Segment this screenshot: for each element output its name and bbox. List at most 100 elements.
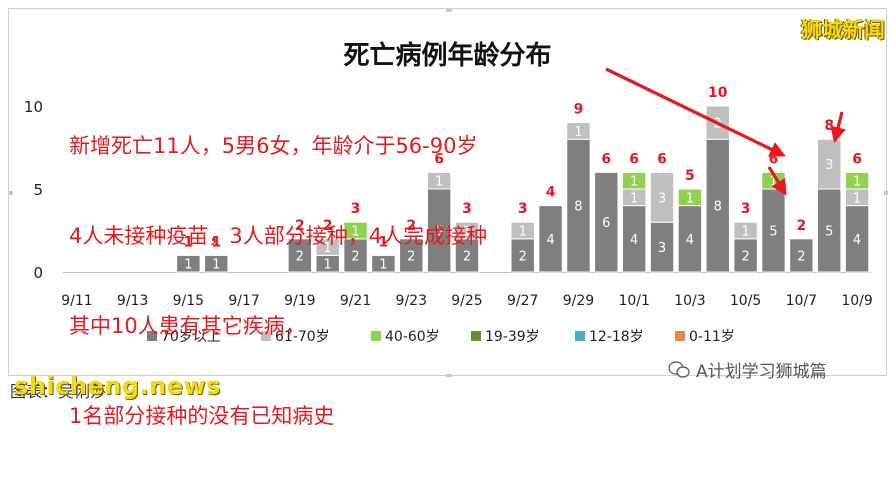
- legend-label: 61-70岁: [275, 329, 330, 345]
- total-value-label: 4: [546, 185, 556, 201]
- segment-value-label: 1: [519, 225, 527, 240]
- total-value-label: 3: [518, 201, 528, 217]
- total-value-label: 2: [796, 218, 806, 234]
- arrow-annotation: [767, 166, 787, 196]
- legend-label: 19-39岁: [485, 329, 540, 345]
- bar-segment: [454, 221, 480, 240]
- watermark-bottom: shicheng.news: [14, 372, 221, 400]
- x-tick-label: 10/9: [841, 293, 872, 309]
- x-tick-label: 10/5: [730, 293, 761, 309]
- bar-segment: [594, 171, 619, 273]
- segment-value-label: 5: [825, 225, 833, 240]
- x-tick-label: 9/11: [61, 293, 92, 309]
- frame-handle: [884, 191, 888, 195]
- x-tick-label: 9/27: [507, 293, 538, 309]
- segment-value-label: 1: [630, 191, 638, 206]
- segment-value-label: 1: [435, 175, 443, 190]
- legend-swatch: [147, 331, 157, 341]
- annotation-text: 新增死亡11人，5男6女，年龄介于56-90岁 4人未接种疫苗，3人部分接种，4…: [69, 71, 487, 491]
- segment-value-label: 1: [853, 191, 861, 206]
- segment-value-label: 6: [602, 216, 610, 231]
- bar-segment: [176, 254, 201, 273]
- segment-value-label: 1: [351, 225, 359, 240]
- segment-value-label: 2: [351, 249, 359, 264]
- segment-value-label: 1: [630, 175, 638, 190]
- segment-value-label: 1: [686, 191, 694, 206]
- wechat-account-name: A计划学习狮城篇: [696, 362, 827, 382]
- x-tick-label: 9/21: [340, 293, 371, 309]
- annotation-line-4: 1名部分接种的没有已知病史: [69, 404, 335, 428]
- segment-value-label: 4: [546, 233, 554, 248]
- chart-frame: 0 5 10 1 1 1 1 2 2 1 1 2 2 1 3 1 1 2 2 5 1 6 2 1 3 2 1 3 4 4 8 1 9 6 6 4 1 1 6…: [8, 8, 888, 428]
- annotation-line-2: 4人未接种疫苗，3人部分接种，4人完成接种: [69, 224, 488, 248]
- bar-segment: [844, 171, 870, 190]
- segment-value-label: 1: [853, 175, 861, 190]
- total-value-label: 2: [295, 218, 305, 234]
- total-value-label: 8: [824, 118, 834, 134]
- frame-handle: [446, 374, 452, 377]
- y-tick-label: 0: [33, 264, 43, 282]
- bar-segment: [371, 254, 396, 273]
- frame-handle: [9, 191, 13, 195]
- bar-segment: [733, 221, 758, 240]
- annotation-line-3: 其中10人患有其它疾病，: [69, 314, 306, 338]
- segment-value-label: 3: [658, 241, 666, 256]
- legend-label: 12-18岁: [589, 329, 644, 345]
- bar-segment: [287, 238, 313, 273]
- legend-label: 40-60岁: [385, 329, 440, 345]
- frame-handle: [446, 9, 452, 12]
- bar-segment: [621, 171, 647, 190]
- segment-value-label: 1: [741, 225, 749, 240]
- total-value-label: 2: [406, 218, 416, 234]
- segment-value-label: 1: [212, 258, 220, 273]
- x-tick-label: 9/19: [284, 293, 315, 309]
- segment-value-label: 8: [574, 200, 582, 215]
- legend-swatch: [471, 331, 481, 341]
- bar-segment: [399, 238, 424, 273]
- x-tick-label: 9/29: [563, 293, 594, 309]
- segment-value-label: 3: [658, 191, 666, 206]
- total-value-label: 5: [685, 168, 695, 184]
- x-tick-label: 10/7: [786, 293, 817, 309]
- wechat-account: A计划学习狮城篇: [668, 357, 827, 382]
- x-tick-label: 10/1: [618, 293, 649, 309]
- total-value-label: 2: [323, 218, 333, 234]
- bar-segment: [677, 188, 703, 207]
- segment-value-label: 5: [435, 225, 443, 240]
- segment-value-label: 1: [324, 241, 332, 256]
- total-value-label: 1: [211, 234, 221, 250]
- total-value-label: 9: [574, 102, 584, 118]
- legend-swatch: [575, 331, 585, 341]
- total-value-label: 6: [434, 151, 444, 167]
- bar-segment: [817, 138, 842, 190]
- watermark-top: 狮城新闻: [801, 18, 885, 42]
- bar-segment: [204, 254, 229, 273]
- total-value-label: 6: [629, 151, 639, 167]
- segment-value-label: 5: [769, 225, 777, 240]
- segment-value-label: 1: [324, 258, 332, 273]
- total-value-label: 10: [708, 85, 728, 101]
- arrow-annotation: [830, 111, 846, 144]
- legend-label: 0-11岁: [689, 329, 735, 345]
- segment-value-label: 2: [797, 249, 805, 264]
- segment-value-label: 2: [407, 249, 415, 264]
- bar-segment: [649, 171, 675, 223]
- x-tick-label: 9/15: [173, 293, 204, 309]
- segment-value-label: 8: [714, 200, 722, 215]
- segment-value-label: 1: [184, 258, 192, 273]
- total-value-label: 3: [741, 201, 751, 217]
- total-value-label: 1: [184, 234, 194, 250]
- bar-segment: [538, 205, 563, 273]
- segment-value-label: 1: [379, 258, 387, 273]
- segment-value-label: 4: [853, 233, 861, 248]
- bar-segment: [426, 171, 452, 190]
- segment-value-label: 2: [741, 249, 749, 264]
- legend-swatch: [371, 331, 381, 341]
- total-value-label: 6: [657, 151, 667, 167]
- segment-value-label: 1: [463, 225, 471, 240]
- total-value-label: 3: [462, 201, 472, 217]
- x-tick-label: 9/23: [396, 293, 427, 309]
- segment-value-label: 3: [825, 158, 833, 173]
- total-value-label: 1: [379, 234, 389, 250]
